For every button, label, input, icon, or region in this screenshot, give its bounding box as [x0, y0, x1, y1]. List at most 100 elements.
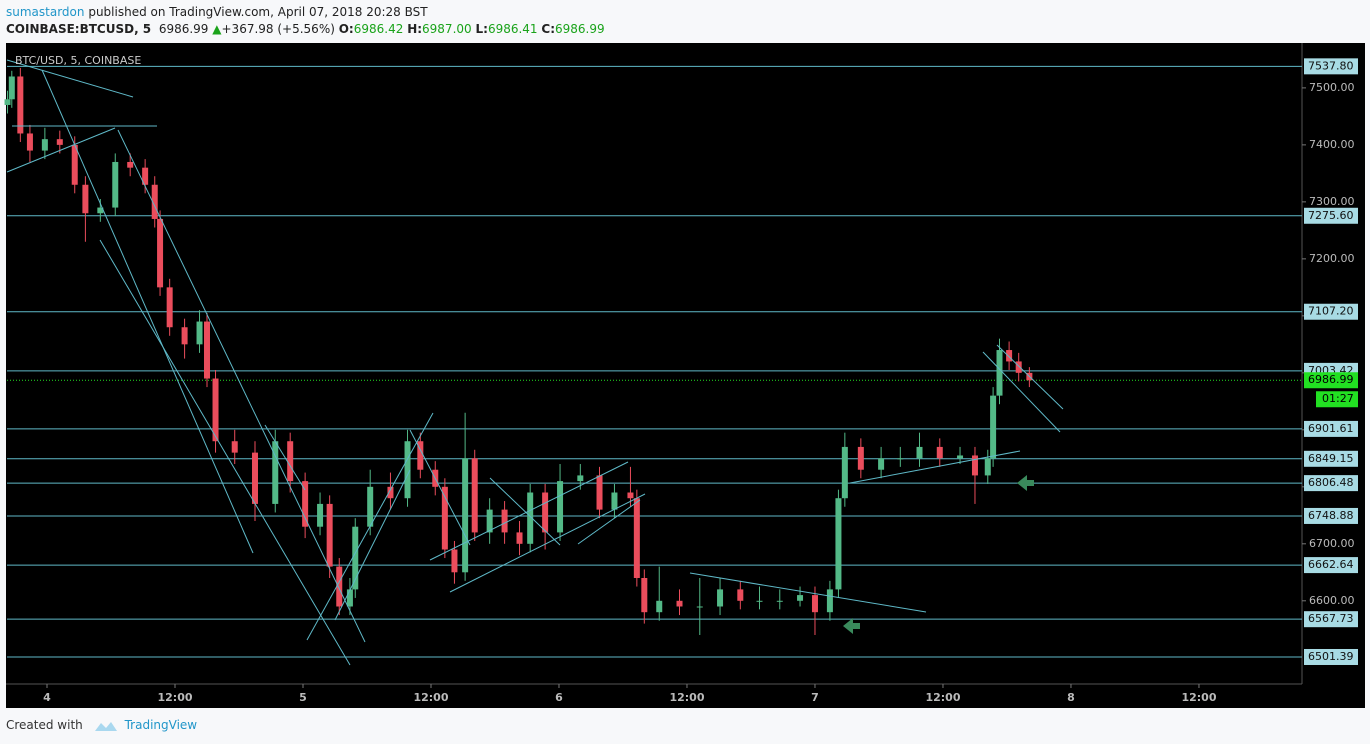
h-label: H:: [407, 22, 423, 36]
candle-body: [717, 589, 724, 607]
candle-body: [404, 441, 411, 499]
candle-body: [287, 441, 294, 482]
level-label: 7107.20: [1308, 305, 1354, 318]
candle-body: [336, 566, 343, 607]
level-label-box: [1304, 611, 1358, 628]
candle-body: [157, 218, 164, 288]
candle-body: [251, 452, 258, 504]
brand-logo: [94, 721, 117, 731]
brand[interactable]: TradingView: [124, 718, 198, 732]
level-label-box: [1304, 207, 1358, 224]
level-label-box: [1304, 362, 1358, 379]
candle-body: [841, 446, 848, 499]
author[interactable]: sumastardon: [6, 5, 85, 19]
candle-body: [596, 475, 603, 510]
last: 6986.99: [158, 22, 209, 36]
x-tick-label: 5: [299, 691, 307, 704]
h: 6987.00: [422, 22, 472, 36]
arrow-marker: [843, 618, 860, 634]
candle-body: [196, 321, 203, 345]
candle-body: [516, 532, 523, 544]
arrow: ▲: [212, 22, 222, 36]
header: sumastardon published on TradingView.com…: [6, 4, 605, 38]
level-label: 6849.15: [1308, 452, 1354, 465]
candle-body: [97, 207, 104, 214]
arrow-marker: [1017, 475, 1034, 491]
candle-body: [112, 161, 119, 208]
x-tick-label: 12:00: [157, 691, 192, 704]
created: Created with: [6, 718, 83, 732]
candle-body: [996, 350, 1003, 396]
x-tick-label: 4: [43, 691, 51, 704]
candle-body: [462, 458, 469, 573]
chart-title: BTC/USD, 5, COINBASE: [15, 54, 141, 67]
level-label-box: [1304, 648, 1358, 665]
candle-body: [611, 492, 618, 510]
candle-body: [231, 441, 238, 453]
candle-body: [756, 600, 763, 602]
published: published on TradingView.com, April 07, …: [88, 5, 428, 19]
level-label-box: [1304, 450, 1358, 467]
level-label: 7537.80: [1308, 59, 1354, 72]
trendlines: [6, 59, 1064, 666]
candle-body: [317, 503, 324, 527]
x-tick-label: 12:00: [1181, 691, 1216, 704]
candle-body: [1006, 350, 1013, 362]
candle-body: [367, 486, 374, 527]
candle-body: [432, 469, 439, 487]
level-label-box: [1304, 475, 1358, 492]
level-label: 7003.42: [1308, 364, 1354, 377]
y-tick-label: 6700.00: [1309, 537, 1355, 550]
level-label-box: [1304, 420, 1358, 437]
candle-body: [835, 498, 842, 590]
candle-body: [451, 549, 458, 573]
y-tick-label: 6800.00: [1309, 480, 1355, 493]
candle-body: [776, 600, 783, 602]
candle-body: [676, 600, 683, 607]
countdown: 01:27: [1322, 392, 1354, 405]
level-label-box: [1304, 58, 1358, 75]
level-label-box: [1304, 507, 1358, 524]
candle-body: [56, 139, 63, 145]
candle-body: [302, 481, 309, 527]
y-tick-label: 7400.00: [1309, 138, 1355, 151]
l-label: L:: [475, 22, 488, 36]
candle-body: [577, 475, 584, 482]
candle-body: [878, 458, 885, 470]
candle-body: [26, 133, 33, 151]
candle-body: [212, 378, 219, 442]
candle-body: [641, 577, 648, 613]
current-price-box: [1304, 372, 1358, 389]
candle-body: [737, 589, 744, 601]
candle-body: [897, 458, 904, 460]
level-label: 6662.64: [1308, 558, 1354, 571]
candle-body: [203, 321, 210, 379]
c: 6986.99: [555, 22, 605, 36]
candle-body: [557, 481, 564, 533]
candle-body: [486, 509, 493, 533]
candle-body: [142, 167, 149, 185]
c-label: C:: [541, 22, 555, 36]
candle-body: [990, 395, 997, 459]
y-tick-label: 7500.00: [1309, 81, 1355, 94]
candle-body: [527, 492, 534, 544]
candle-body: [151, 184, 158, 219]
candle-body: [936, 446, 943, 459]
level-label: 6806.48: [1308, 476, 1354, 489]
candle-body: [41, 139, 48, 151]
candle-body: [797, 595, 804, 601]
candle-body: [4, 99, 11, 105]
x-tick-label: 12:00: [413, 691, 448, 704]
y-tick-label: 6600.00: [1309, 594, 1355, 607]
candle-body: [1015, 361, 1022, 373]
x-tick-label: 12:00: [925, 691, 960, 704]
level-label: 6748.88: [1308, 509, 1354, 522]
candle-body: [166, 287, 173, 328]
candle-body: [1026, 372, 1033, 381]
countdown-box: [1316, 391, 1358, 408]
x-tick-label: 12:00: [669, 691, 704, 704]
candle-body: [857, 446, 864, 470]
candle-body: [387, 486, 394, 499]
